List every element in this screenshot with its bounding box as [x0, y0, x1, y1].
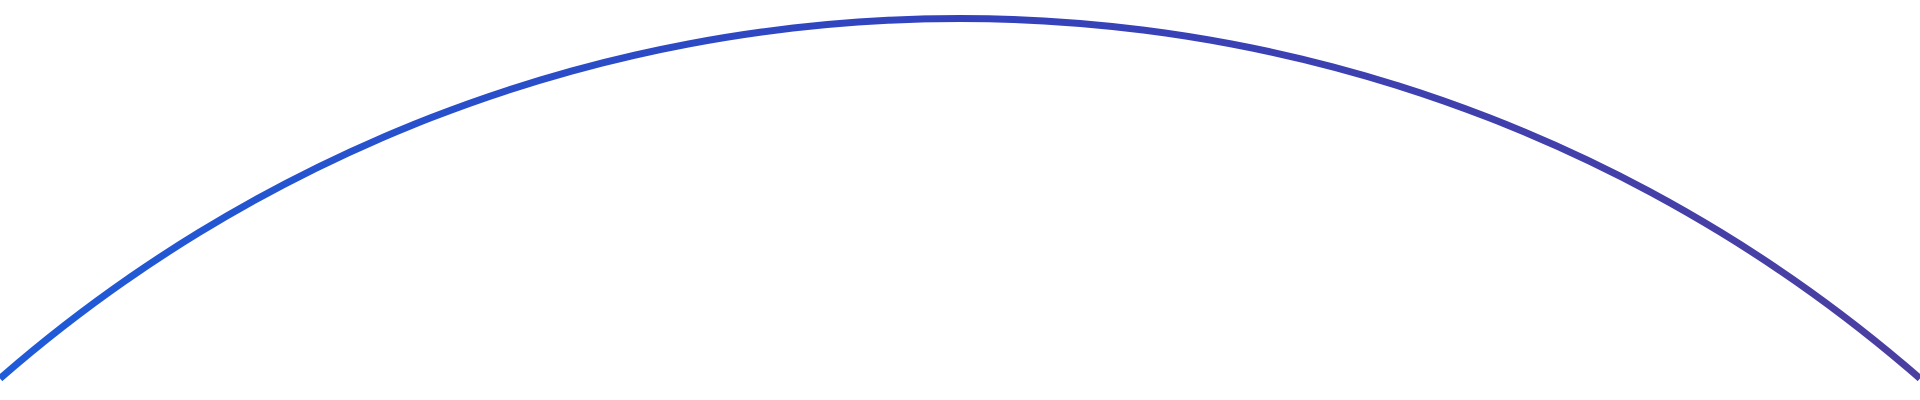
arc-curve [0, 15, 1920, 382]
